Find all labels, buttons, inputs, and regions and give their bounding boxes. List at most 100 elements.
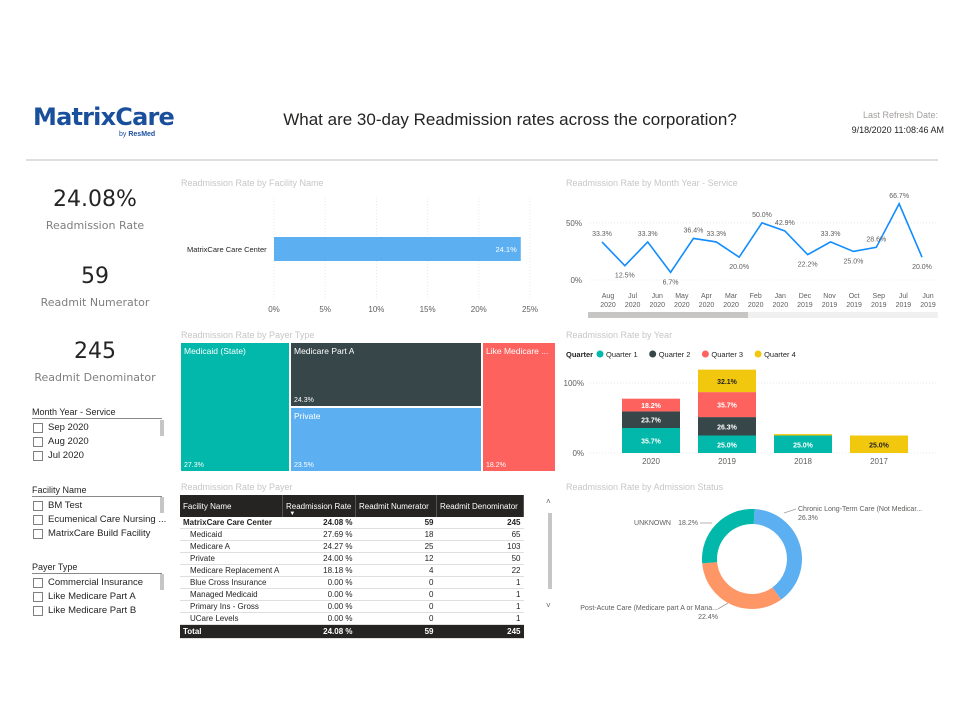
x-tick-label: 2019 [718, 457, 736, 466]
payer-matrix-table: Facility Name Readmission Rate ▼ Readmit … [180, 495, 524, 639]
slicer-month-item[interactable]: Sep 2020 [33, 422, 89, 433]
data-label: 50.0% [752, 212, 772, 219]
scrollbar-thumb [588, 312, 748, 318]
x-tick-label: Sep [873, 293, 886, 300]
data-label: 36.4% [683, 227, 703, 234]
column-header-sorted[interactable]: Readmission Rate ▼ [282, 495, 356, 517]
year-stacked-chart[interactable]: Quarter Quarter 1 Quarter 2 Quarter 3 Quarte… [560, 343, 945, 473]
table-row[interactable]: Medicaid 27.69 % 18 65 [180, 528, 524, 541]
slicer-payer-item[interactable]: Commercial Insurance [33, 577, 143, 588]
column-header[interactable]: Facility Name [180, 495, 283, 517]
x-tick-label: 2018 [794, 457, 812, 466]
table-row[interactable]: Medicare Replacement A 18.18 % 4 22 [180, 564, 524, 577]
table-row[interactable]: MatrixCare Care Center 24.08 % 59 245 [180, 517, 524, 529]
table-row[interactable]: Managed Medicaid 0.00 % 0 1 [180, 588, 524, 601]
slicer-payer-item[interactable]: Like Medicare Part A [33, 591, 136, 602]
x-tick-label: Jun [652, 293, 663, 300]
leader-line [783, 508, 797, 514]
column-header[interactable]: Readmit Denominator [436, 495, 524, 517]
checkbox[interactable] [33, 500, 43, 511]
table-row[interactable]: UCare Levels 0.00 % 0 1 [180, 612, 524, 625]
donut-slice [702, 562, 782, 609]
treemap-tile-medicare-part-a[interactable]: Medicare Part A 24.3% [291, 343, 481, 406]
treemap-tile-like-medicare[interactable]: Like Medicare ... 18.2% [483, 343, 555, 471]
table-row[interactable]: Private 24.00 % 12 50 [180, 552, 524, 565]
slicer-month-item[interactable]: Jul 2020 [33, 450, 84, 461]
month-chart-title: Readmission Rate by Month Year - Service [566, 178, 738, 188]
month-line-chart[interactable]: 50%0%33.3%12.5%33.3%6.7%36.4%33.3%20.0%5… [560, 190, 945, 322]
checkbox[interactable] [33, 450, 43, 461]
checkbox[interactable] [33, 436, 43, 447]
kpi-readmission-rate-label: Readmission Rate [45, 219, 145, 232]
x-tick-label: Apr [701, 293, 713, 300]
page-title: What are 30-day Readmission rates across… [283, 110, 737, 129]
checkbox[interactable] [33, 591, 43, 602]
checkbox[interactable] [33, 605, 43, 616]
x-tick-label: Nov [823, 293, 836, 300]
bar-segment [622, 398, 680, 412]
payer-type-chart-title: Readmission Rate by Payer Type [181, 330, 315, 340]
slicer-facility-item[interactable]: Ecumenical Care Nursing ... [33, 514, 166, 525]
bar-segment [698, 392, 756, 418]
column-header[interactable]: Readmit Numerator [355, 495, 437, 517]
series-line [601, 201, 923, 274]
slicer-facility-item[interactable]: BM Test [33, 500, 82, 511]
slicer-month-item[interactable]: Aug 2020 [33, 436, 89, 447]
data-label: 12.5% [615, 273, 635, 280]
legend-marker [649, 350, 657, 358]
chevron-down-icon[interactable]: ˅ [546, 601, 551, 610]
legend-label: Quarter 4 [764, 350, 796, 359]
kpi-denominator-label: Readmit Denominator [34, 371, 156, 384]
data-label: 35.7% [717, 403, 738, 410]
x-tick-label: Dec [799, 293, 812, 300]
bar-segment [698, 369, 756, 393]
bar [274, 237, 521, 261]
x-tick-label: Mar [725, 293, 738, 300]
slice-label: Chronic Long-Term Care (Not Medicar... [798, 506, 922, 513]
x-tick-label: Oct [849, 293, 860, 300]
sort-desc-icon: ▼ [289, 510, 296, 517]
data-label: 24.1% [496, 245, 518, 254]
x-tick-label: 2019 [920, 302, 936, 309]
payer-type-treemap: Medicaid (State) 27.3% Medicare Part A 2… [181, 343, 555, 471]
x-tick-label: 10% [368, 305, 384, 314]
bar-segment [774, 434, 832, 436]
slicer-facility-item[interactable]: MatrixCare Build Facility [33, 528, 150, 539]
checkbox[interactable] [33, 577, 43, 588]
table-row[interactable]: Blue Cross Insurance 0.00 % 0 1 [180, 576, 524, 589]
checkbox[interactable] [33, 514, 43, 525]
legend-marker [701, 350, 709, 358]
admission-donut-chart[interactable]: Chronic Long-Term Care (Not Medicar... 26… [560, 495, 945, 630]
data-label: 33.3% [821, 231, 841, 238]
scrollbar-thumb[interactable] [548, 513, 552, 589]
legend-title: Quarter [566, 350, 593, 359]
checkbox[interactable] [33, 528, 43, 539]
data-label: 22.2% [798, 262, 818, 269]
x-tick-label: 2019 [797, 302, 813, 309]
data-label: 20.0% [912, 264, 932, 271]
treemap-tile-medicaid-state[interactable]: Medicaid (State) 27.3% [181, 343, 289, 471]
slicer-payer-scrollbar[interactable] [160, 574, 164, 590]
checkbox[interactable] [33, 422, 43, 433]
table-row[interactable]: Medicare A 24.27 % 25 103 [180, 540, 524, 553]
x-tick-label: 2020 [748, 302, 764, 309]
legend-label: Quarter 1 [606, 350, 638, 359]
x-tick-label: 2020 [773, 302, 789, 309]
chevron-up-icon[interactable]: ˄ [546, 497, 551, 506]
data-label: 26.3% [717, 424, 738, 431]
table-scrollbar[interactable]: ˄ ˅ [545, 497, 555, 615]
slicer-facility-scrollbar[interactable] [160, 497, 164, 513]
slicer-payer-item[interactable]: Like Medicare Part B [33, 605, 136, 616]
treemap-tile-private[interactable]: Private 23.5% [291, 408, 481, 471]
data-label: 6.7% [663, 279, 679, 286]
facility-bar-chart[interactable]: 0% 5% 10% 15% 20% 25% MatrixCare Care Center 24… [180, 190, 555, 320]
data-label: 28.6% [866, 236, 886, 243]
donut-slice [753, 509, 802, 600]
slicer-month-scrollbar[interactable] [160, 420, 164, 436]
legend-label: Quarter 2 [659, 350, 691, 359]
x-tick-label: May [675, 293, 689, 300]
slice-value: 22.4% [698, 614, 718, 621]
table-row[interactable]: Primary Ins - Gross 0.00 % 0 1 [180, 600, 524, 613]
slice-label: UNKNOWN [634, 520, 671, 527]
header-divider [26, 159, 938, 161]
